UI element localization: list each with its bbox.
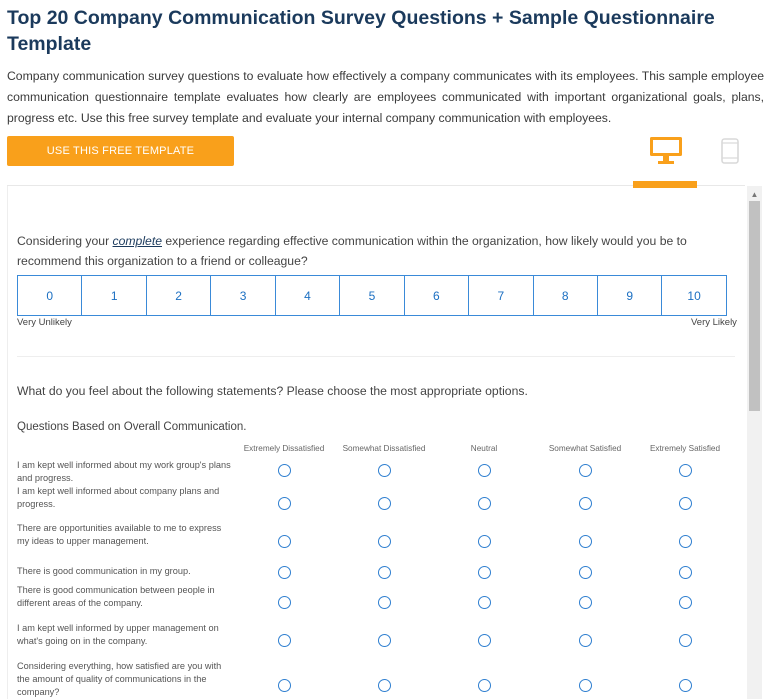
radio-somewhat-dissatisfied[interactable] — [377, 463, 391, 477]
radio-somewhat-dissatisfied[interactable] — [377, 534, 391, 548]
radio-extremely-dissatisfied[interactable] — [277, 633, 291, 647]
matrix-question-text: What do you feel about the following sta… — [17, 384, 528, 398]
mobile-phone-icon[interactable] — [721, 138, 739, 164]
scroll-up-arrow-icon[interactable]: ▲ — [750, 190, 759, 199]
radio-extremely-satisfied[interactable] — [678, 595, 692, 609]
radio-extremely-satisfied[interactable] — [678, 496, 692, 510]
radio-somewhat-satisfied[interactable] — [578, 633, 592, 647]
radio-somewhat-dissatisfied[interactable] — [377, 678, 391, 692]
nps-option-9[interactable]: 9 — [596, 275, 663, 316]
column-header-extremely-satisfied: Extremely Satisfied — [649, 444, 721, 453]
desktop-monitor-icon[interactable] — [649, 136, 683, 166]
radio-neutral[interactable] — [477, 496, 491, 510]
column-header-neutral: Neutral — [470, 444, 498, 453]
header-divider — [7, 185, 745, 186]
radio-extremely-dissatisfied[interactable] — [277, 565, 291, 579]
nps-option-3[interactable]: 3 — [210, 275, 276, 316]
matrix-row-label: I am kept well informed by upper managem… — [17, 623, 219, 646]
use-template-button[interactable]: USE THIS FREE TEMPLATE — [7, 136, 234, 166]
radio-extremely-dissatisfied[interactable] — [277, 463, 291, 477]
radio-extremely-satisfied[interactable] — [678, 463, 692, 477]
radio-extremely-satisfied[interactable] — [678, 633, 692, 647]
radio-somewhat-satisfied[interactable] — [578, 565, 592, 579]
radio-somewhat-satisfied[interactable] — [578, 463, 592, 477]
page-title: Top 20 Company Communication Survey Ques… — [7, 7, 715, 55]
matrix-row-label: There is good communication between peop… — [17, 585, 215, 608]
radio-somewhat-dissatisfied[interactable] — [377, 595, 391, 609]
radio-neutral[interactable] — [477, 595, 491, 609]
radio-extremely-satisfied[interactable] — [678, 678, 692, 692]
radio-somewhat-satisfied[interactable] — [578, 678, 592, 692]
nps-option-8[interactable]: 8 — [532, 275, 598, 316]
radio-neutral[interactable] — [477, 633, 491, 647]
nps-option-10[interactable]: 10 — [661, 275, 727, 316]
radio-somewhat-satisfied[interactable] — [578, 595, 592, 609]
preview-scrollbar[interactable]: ▲ — [747, 186, 762, 699]
radio-extremely-dissatisfied[interactable] — [277, 595, 291, 609]
radio-somewhat-satisfied[interactable] — [578, 534, 592, 548]
radio-neutral[interactable] — [477, 678, 491, 692]
radio-neutral[interactable] — [477, 463, 491, 477]
radio-extremely-dissatisfied[interactable] — [277, 534, 291, 548]
nps-option-1[interactable]: 1 — [81, 275, 147, 316]
radio-extremely-satisfied[interactable] — [678, 534, 692, 548]
nps-option-6[interactable]: 6 — [403, 275, 470, 316]
matrix-section-heading: Questions Based on Overall Communication… — [17, 421, 247, 433]
nps-option-7[interactable]: 7 — [468, 275, 534, 316]
radio-extremely-dissatisfied[interactable] — [277, 678, 291, 692]
matrix-row-label: Considering everything, how satisfied ar… — [17, 661, 222, 697]
emphasis-word: complete — [112, 234, 162, 248]
page-description: Company communication survey questions t… — [7, 69, 764, 125]
radio-somewhat-dissatisfied[interactable] — [377, 496, 391, 510]
matrix-row-label: I am kept well informed about my work gr… — [17, 460, 231, 483]
column-header-somewhat-satisfied: Somewhat Satisfied — [548, 444, 622, 453]
nps-option-5[interactable]: 5 — [339, 275, 405, 316]
radio-extremely-satisfied[interactable] — [678, 565, 692, 579]
matrix-row-label: I am kept well informed about company pl… — [17, 486, 220, 509]
column-header-somewhat-dissatisfied: Somewhat Dissatisfied — [342, 444, 426, 453]
matrix-row-label: There is good communication in my group. — [17, 566, 191, 576]
active-preview-indicator — [633, 181, 697, 188]
radio-neutral[interactable] — [477, 565, 491, 579]
nps-option-0[interactable]: 0 — [17, 275, 83, 316]
radio-somewhat-dissatisfied[interactable] — [377, 633, 391, 647]
radio-neutral[interactable] — [477, 534, 491, 548]
nps-scale: 0 1 2 3 4 5 6 7 8 9 10 — [17, 275, 737, 316]
scale-high-label: Very Likely — [691, 317, 737, 328]
nps-question-text: Considering your complete experience reg… — [17, 234, 687, 268]
nps-option-2[interactable]: 2 — [145, 275, 212, 316]
question-divider — [17, 356, 735, 357]
scrollbar-thumb[interactable] — [749, 201, 760, 411]
column-header-extremely-dissatisfied: Extremely Dissatisfied — [243, 444, 325, 453]
scale-low-label: Very Unlikely — [17, 317, 72, 328]
radio-extremely-dissatisfied[interactable] — [277, 496, 291, 510]
matrix-row-label: There are opportunities available to me … — [17, 523, 222, 546]
radio-somewhat-dissatisfied[interactable] — [377, 565, 391, 579]
radio-somewhat-satisfied[interactable] — [578, 496, 592, 510]
nps-option-4[interactable]: 4 — [274, 275, 341, 316]
survey-preview-pane — [7, 186, 761, 699]
